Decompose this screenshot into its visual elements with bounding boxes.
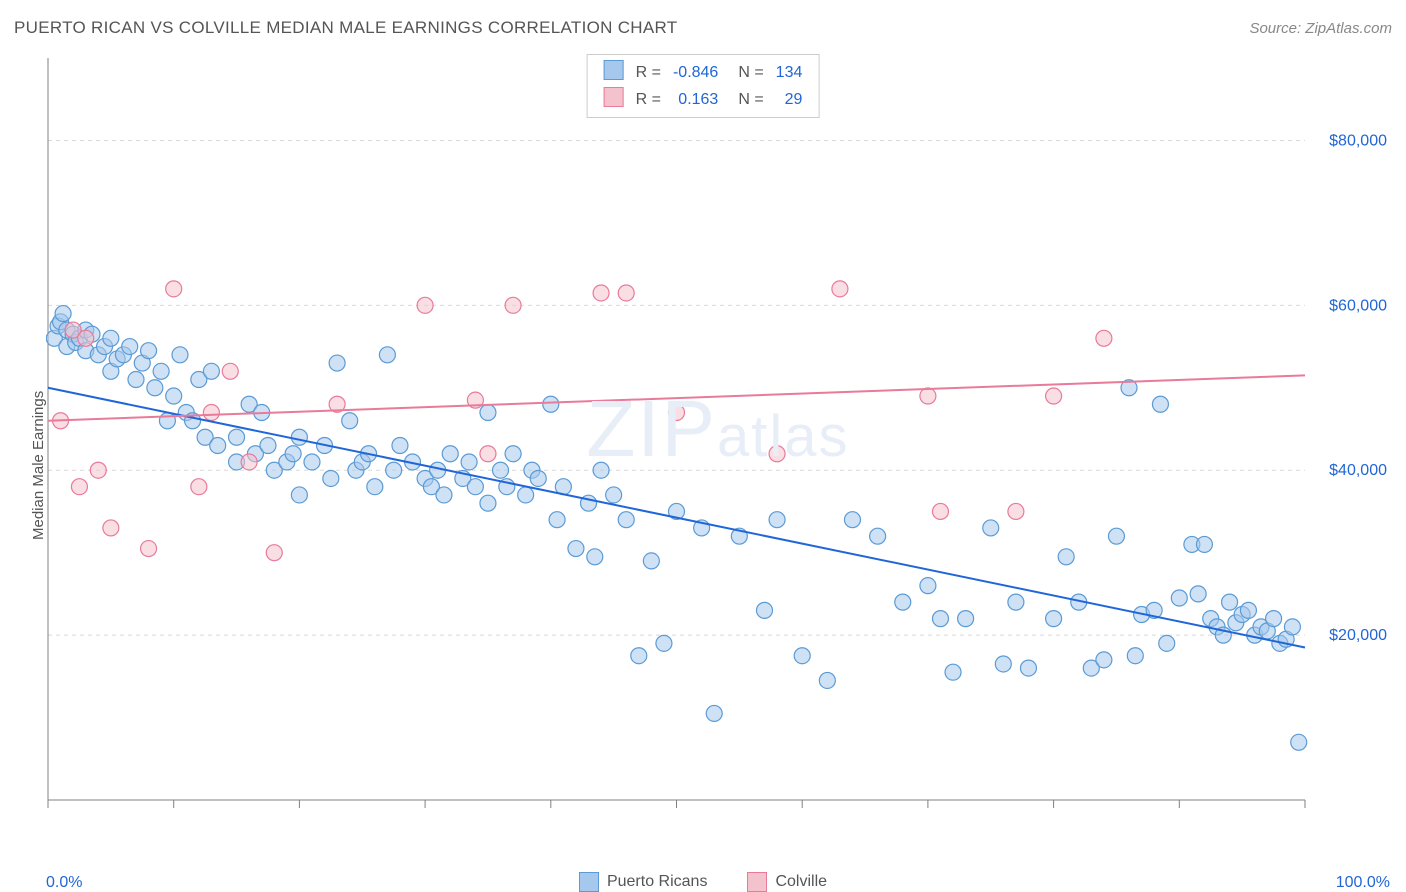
x-tick-last: 100.0% xyxy=(1336,874,1390,892)
svg-text:$80,000: $80,000 xyxy=(1329,132,1387,149)
chart-source: Source: ZipAtlas.com xyxy=(1249,20,1392,37)
correlation-row: R =0.163N =29 xyxy=(598,86,809,113)
svg-text:$60,000: $60,000 xyxy=(1329,297,1387,314)
plot-area: $20,000$40,000$60,000$80,000 ZIPatlas xyxy=(46,50,1390,840)
y-axis-label: Median Male Earnings xyxy=(30,391,47,540)
svg-text:$40,000: $40,000 xyxy=(1329,462,1387,479)
correlation-row: R =-0.846N =134 xyxy=(598,59,809,86)
svg-text:$20,000: $20,000 xyxy=(1329,627,1387,644)
correlation-legend: R =-0.846N =134R =0.163N =29 xyxy=(587,54,820,118)
chart-title: PUERTO RICAN VS COLVILLE MEDIAN MALE EAR… xyxy=(14,18,677,38)
x-axis-labels: 0.0% 100.0% xyxy=(46,874,1390,892)
chart-svg: $20,000 $40,000 $60,000 $80,000 xyxy=(46,50,1390,840)
x-tick-first: 0.0% xyxy=(46,874,82,892)
